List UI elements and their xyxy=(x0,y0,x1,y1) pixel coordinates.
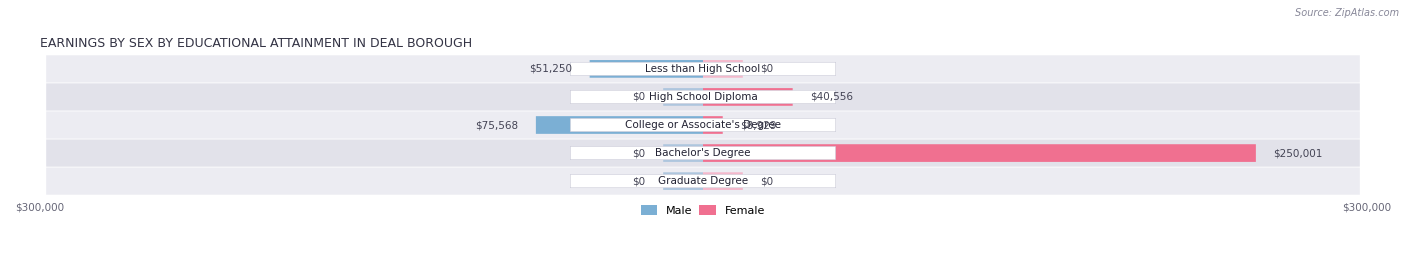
Text: Source: ZipAtlas.com: Source: ZipAtlas.com xyxy=(1295,8,1399,18)
FancyBboxPatch shape xyxy=(46,168,1360,195)
Text: $40,556: $40,556 xyxy=(810,92,853,102)
FancyBboxPatch shape xyxy=(571,62,835,76)
FancyBboxPatch shape xyxy=(46,111,1360,139)
Text: $0: $0 xyxy=(633,92,645,102)
Text: $75,568: $75,568 xyxy=(475,120,519,130)
FancyBboxPatch shape xyxy=(46,83,1360,111)
Text: $8,929: $8,929 xyxy=(741,120,778,130)
Text: Less than High School: Less than High School xyxy=(645,64,761,74)
Text: $0: $0 xyxy=(633,176,645,186)
FancyBboxPatch shape xyxy=(664,88,703,106)
FancyBboxPatch shape xyxy=(571,118,835,132)
FancyBboxPatch shape xyxy=(703,60,742,78)
Text: Bachelor's Degree: Bachelor's Degree xyxy=(655,148,751,158)
FancyBboxPatch shape xyxy=(571,175,835,188)
Legend: Male, Female: Male, Female xyxy=(637,201,769,221)
FancyBboxPatch shape xyxy=(664,172,703,190)
FancyBboxPatch shape xyxy=(664,144,703,162)
FancyBboxPatch shape xyxy=(703,144,1256,162)
Text: EARNINGS BY SEX BY EDUCATIONAL ATTAINMENT IN DEAL BOROUGH: EARNINGS BY SEX BY EDUCATIONAL ATTAINMEN… xyxy=(39,37,471,49)
Text: $0: $0 xyxy=(761,176,773,186)
Text: College or Associate's Degree: College or Associate's Degree xyxy=(626,120,780,130)
FancyBboxPatch shape xyxy=(46,55,1360,83)
FancyBboxPatch shape xyxy=(571,146,835,160)
FancyBboxPatch shape xyxy=(703,116,723,134)
Text: $0: $0 xyxy=(633,148,645,158)
FancyBboxPatch shape xyxy=(703,172,742,190)
Text: $250,001: $250,001 xyxy=(1274,148,1323,158)
FancyBboxPatch shape xyxy=(536,116,703,134)
Text: Graduate Degree: Graduate Degree xyxy=(658,176,748,186)
FancyBboxPatch shape xyxy=(703,88,793,106)
Text: High School Diploma: High School Diploma xyxy=(648,92,758,102)
Text: $51,250: $51,250 xyxy=(529,64,572,74)
FancyBboxPatch shape xyxy=(571,90,835,104)
FancyBboxPatch shape xyxy=(46,139,1360,167)
Text: $0: $0 xyxy=(761,64,773,74)
FancyBboxPatch shape xyxy=(589,60,703,78)
